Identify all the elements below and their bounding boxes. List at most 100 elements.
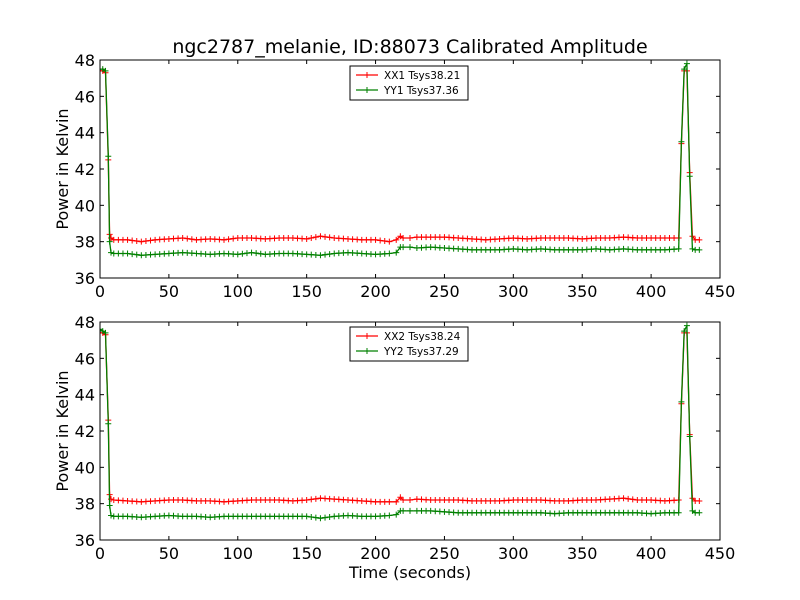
y-tick-label: 40 bbox=[75, 458, 95, 477]
data-point-marker bbox=[308, 513, 315, 520]
data-point-marker bbox=[312, 234, 319, 241]
y-tick-label: 38 bbox=[75, 495, 95, 514]
data-point-marker bbox=[400, 507, 407, 514]
data-point-marker bbox=[317, 233, 324, 240]
y-tick-label: 46 bbox=[75, 349, 95, 368]
data-point-marker bbox=[400, 235, 407, 242]
plot-area bbox=[100, 322, 703, 522]
data-point-marker bbox=[675, 509, 682, 516]
data-point-marker bbox=[303, 513, 310, 520]
y-tick-label: 36 bbox=[75, 269, 95, 288]
x-tick-label: 250 bbox=[429, 544, 460, 563]
data-point-marker bbox=[386, 238, 393, 245]
data-point-marker bbox=[386, 498, 393, 505]
data-point-marker bbox=[326, 251, 333, 258]
x-tick-label: 300 bbox=[498, 544, 529, 563]
data-point-marker bbox=[108, 512, 115, 519]
legend-box bbox=[349, 326, 469, 362]
data-point-marker bbox=[322, 251, 329, 258]
data-point-marker bbox=[372, 236, 379, 243]
data-point-marker bbox=[696, 246, 703, 253]
x-tick-label: 100 bbox=[223, 544, 254, 563]
data-point-marker bbox=[248, 249, 255, 256]
bottom-subplot: 0 50 100 150 200 250 300 350 400 450 36 38 40 42 44 46 4… bbox=[53, 313, 735, 563]
data-point-marker bbox=[629, 496, 636, 503]
x-tick-label: 400 bbox=[636, 544, 667, 563]
data-point-marker bbox=[100, 326, 103, 333]
y-axis-label: Power in Kelvin bbox=[53, 370, 72, 491]
x-tick-label: 450 bbox=[705, 544, 736, 563]
data-point-marker bbox=[133, 251, 140, 258]
data-point-marker bbox=[620, 495, 627, 502]
data-point-marker bbox=[221, 236, 227, 243]
x-tick-label: 300 bbox=[498, 282, 529, 301]
data-point-marker bbox=[386, 512, 393, 519]
data-point-marker bbox=[322, 233, 329, 240]
data-point-marker bbox=[303, 497, 310, 504]
x-tick-label: 250 bbox=[429, 282, 460, 301]
legend-marker-1 bbox=[364, 72, 370, 78]
x-tick-label: 100 bbox=[223, 282, 254, 301]
data-point-marker bbox=[303, 235, 310, 242]
data-point-marker bbox=[308, 496, 315, 503]
data-point-marker bbox=[686, 433, 693, 440]
x-tick-label: 150 bbox=[291, 282, 322, 301]
data-point-marker bbox=[689, 245, 696, 252]
data-point-marker bbox=[188, 236, 195, 243]
x-tick-label: 200 bbox=[360, 282, 391, 301]
data-point-marker bbox=[234, 251, 241, 258]
data-point-marker bbox=[625, 495, 632, 502]
x-tick-label: 200 bbox=[360, 544, 391, 563]
data-point-marker bbox=[381, 238, 388, 245]
data-point-marker bbox=[407, 497, 413, 504]
data-point-marker bbox=[124, 236, 131, 243]
data-point-marker bbox=[377, 237, 384, 244]
x-tick-label: 150 bbox=[291, 544, 322, 563]
data-point-marker bbox=[147, 237, 154, 244]
data-point-marker bbox=[393, 511, 400, 518]
data-point-marker bbox=[686, 173, 693, 180]
data-point-marker bbox=[386, 250, 393, 257]
data-point-marker bbox=[326, 234, 333, 241]
data-point-marker bbox=[322, 514, 329, 521]
data-point-marker bbox=[317, 252, 324, 259]
series-markers-2 bbox=[100, 60, 703, 259]
data-point-marker bbox=[133, 238, 140, 245]
data-point-marker bbox=[129, 251, 136, 258]
legend-marker-2 bbox=[364, 348, 370, 354]
x-tick-label: 450 bbox=[705, 282, 736, 301]
data-point-marker bbox=[326, 513, 333, 520]
data-point-marker bbox=[230, 235, 237, 242]
y-tick-label: 36 bbox=[75, 531, 95, 550]
data-point-marker bbox=[681, 328, 688, 335]
y-tick-label: 46 bbox=[75, 87, 95, 106]
x-tick-label: 400 bbox=[636, 282, 667, 301]
legend: XX2 Tsys38.24 YY2 Tsys37.29 bbox=[349, 326, 469, 362]
legend-entry-2: YY1 Tsys37.36 bbox=[383, 85, 459, 97]
data-point-marker bbox=[102, 329, 109, 336]
data-point-marker bbox=[257, 250, 264, 257]
x-tick-label: 50 bbox=[159, 544, 179, 563]
y-tick-label: 38 bbox=[75, 233, 95, 252]
series-markers-2 bbox=[100, 322, 703, 522]
legend-marker-1 bbox=[364, 333, 370, 339]
data-point-marker bbox=[317, 515, 324, 522]
data-point-marker bbox=[124, 250, 131, 257]
data-point-marker bbox=[407, 507, 413, 514]
data-point-marker bbox=[696, 497, 703, 504]
data-point-marker bbox=[243, 250, 250, 257]
data-point-marker bbox=[683, 60, 690, 67]
data-point-marker bbox=[179, 235, 186, 242]
x-axis-label: Time (seconds) bbox=[348, 563, 471, 582]
y-tick-label: 42 bbox=[75, 422, 95, 441]
data-point-marker bbox=[225, 236, 232, 243]
data-point-marker bbox=[312, 514, 319, 521]
y-tick-label: 44 bbox=[75, 386, 95, 405]
plot-area bbox=[100, 60, 703, 259]
data-point-marker bbox=[102, 67, 109, 74]
data-point-marker bbox=[400, 497, 407, 504]
x-tick-label: 50 bbox=[159, 282, 179, 301]
series-markers-1 bbox=[100, 329, 703, 505]
data-point-marker bbox=[184, 235, 191, 242]
